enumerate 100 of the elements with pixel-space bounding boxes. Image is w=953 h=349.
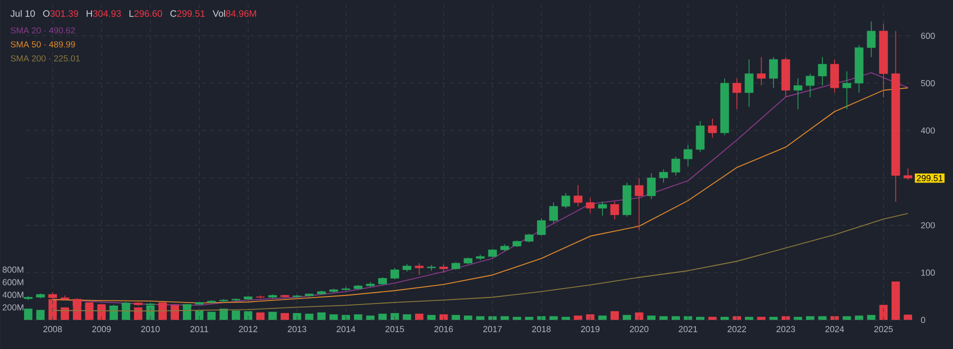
- bar: [818, 316, 827, 320]
- x-tick-label: 2011: [190, 326, 208, 332]
- bar: [634, 312, 644, 320]
- x-tick-label: 2022: [728, 326, 746, 332]
- candlestick: [830, 59, 839, 94]
- annotation: L: [130, 10, 134, 17]
- bar: [672, 316, 680, 320]
- annotation: Jul 10: [10, 10, 35, 17]
- candlestick: [744, 59, 754, 108]
- candlestick: [671, 156, 680, 176]
- x-tick-label: 2021: [678, 326, 698, 332]
- annotation: Vol: [212, 10, 226, 17]
- candlestick: [634, 177, 644, 230]
- candlestick: [414, 262, 424, 276]
- y-tick-label: 0: [921, 316, 926, 324]
- bar: [586, 314, 594, 320]
- bar: [366, 316, 374, 320]
- bar: [452, 314, 460, 320]
- y2-tick-label: 800M: [2, 266, 24, 273]
- bar: [476, 316, 484, 320]
- candlestick: [904, 168, 912, 180]
- candlestick: [610, 201, 620, 220]
- annotation: O: [43, 10, 50, 17]
- x-tick-label: 2015: [386, 326, 404, 332]
- x-tick-label: 2024: [825, 326, 844, 332]
- y2-tick-label: 600M: [2, 279, 24, 286]
- candlestick: [806, 73, 815, 98]
- bar: [562, 316, 570, 320]
- x-tick-label: 2018: [532, 326, 551, 332]
- x-tick-label: 2023: [776, 326, 795, 332]
- candlestick: [708, 118, 717, 138]
- y-tick-label: 200: [921, 222, 935, 228]
- bar: [60, 307, 70, 320]
- annotation: 301.39: [50, 10, 78, 17]
- bar: [537, 316, 546, 320]
- x-tick-label: 2013: [288, 326, 306, 332]
- bar: [806, 316, 814, 320]
- candlestick: [537, 218, 546, 236]
- bar: [549, 316, 558, 320]
- bar: [842, 316, 851, 320]
- bar: [24, 308, 32, 320]
- text: SMA 50 · 489.99: [10, 41, 75, 48]
- candlestick: [574, 184, 582, 207]
- candlestick: [659, 168, 668, 184]
- candlestick: [866, 21, 876, 58]
- bar: [317, 312, 326, 320]
- y-tick-label: 400: [920, 127, 935, 134]
- bar: [500, 316, 509, 320]
- bar: [207, 312, 216, 320]
- text: SMA 20 · 490.62: [10, 27, 75, 34]
- x-tick-label: 2025: [874, 326, 893, 332]
- x-tick-label: 2010: [141, 326, 160, 332]
- x-tick-label: 2019: [581, 326, 600, 332]
- annotation: 304.93: [93, 10, 121, 17]
- candlestick: [818, 56, 827, 86]
- candlestick: [390, 267, 400, 280]
- bar: [610, 311, 619, 320]
- x-tick-label: 2016: [434, 326, 453, 332]
- y2-tick-label: 200M: [2, 304, 24, 310]
- candlestick: [561, 192, 570, 209]
- y-tick-label: 500: [921, 80, 935, 86]
- bar: [732, 316, 742, 320]
- candlestick: [684, 144, 692, 166]
- y-tick-label: 100: [921, 270, 935, 276]
- bar: [854, 316, 864, 320]
- bar: [782, 316, 790, 320]
- bar: [390, 313, 399, 320]
- x-tick-label: 2009: [92, 326, 111, 332]
- bar: [36, 310, 45, 320]
- candlestick: [549, 202, 558, 224]
- bar: [598, 316, 607, 320]
- x-tick-label: 2014: [336, 326, 356, 332]
- bar: [830, 316, 839, 320]
- annotation: C: [170, 10, 176, 17]
- y-tick-label: 600: [921, 32, 935, 39]
- candlestick: [586, 197, 595, 214]
- bar: [659, 316, 668, 320]
- bar: [439, 314, 448, 320]
- bar: [647, 316, 656, 320]
- bar: [195, 310, 204, 320]
- bar: [354, 314, 362, 320]
- bar: [904, 314, 912, 320]
- x-tick-label: 2020: [630, 326, 648, 332]
- annotation: H: [86, 10, 92, 17]
- bar: [305, 314, 314, 320]
- annotation: 296.60: [134, 10, 162, 17]
- bar: [232, 310, 240, 320]
- bar: [268, 312, 277, 320]
- x-tick-label: 2012: [238, 326, 258, 332]
- bar: [867, 314, 876, 320]
- bar: [622, 314, 632, 320]
- bar: [525, 316, 534, 320]
- x-tick-label: 2008: [43, 326, 62, 332]
- bar: [342, 314, 350, 320]
- annotation: 84.96M: [226, 10, 256, 17]
- bar: [427, 314, 436, 320]
- candlestick: [842, 70, 852, 110]
- bar: [378, 314, 387, 320]
- bar: [244, 311, 252, 320]
- annotation: 299.51: [177, 10, 205, 17]
